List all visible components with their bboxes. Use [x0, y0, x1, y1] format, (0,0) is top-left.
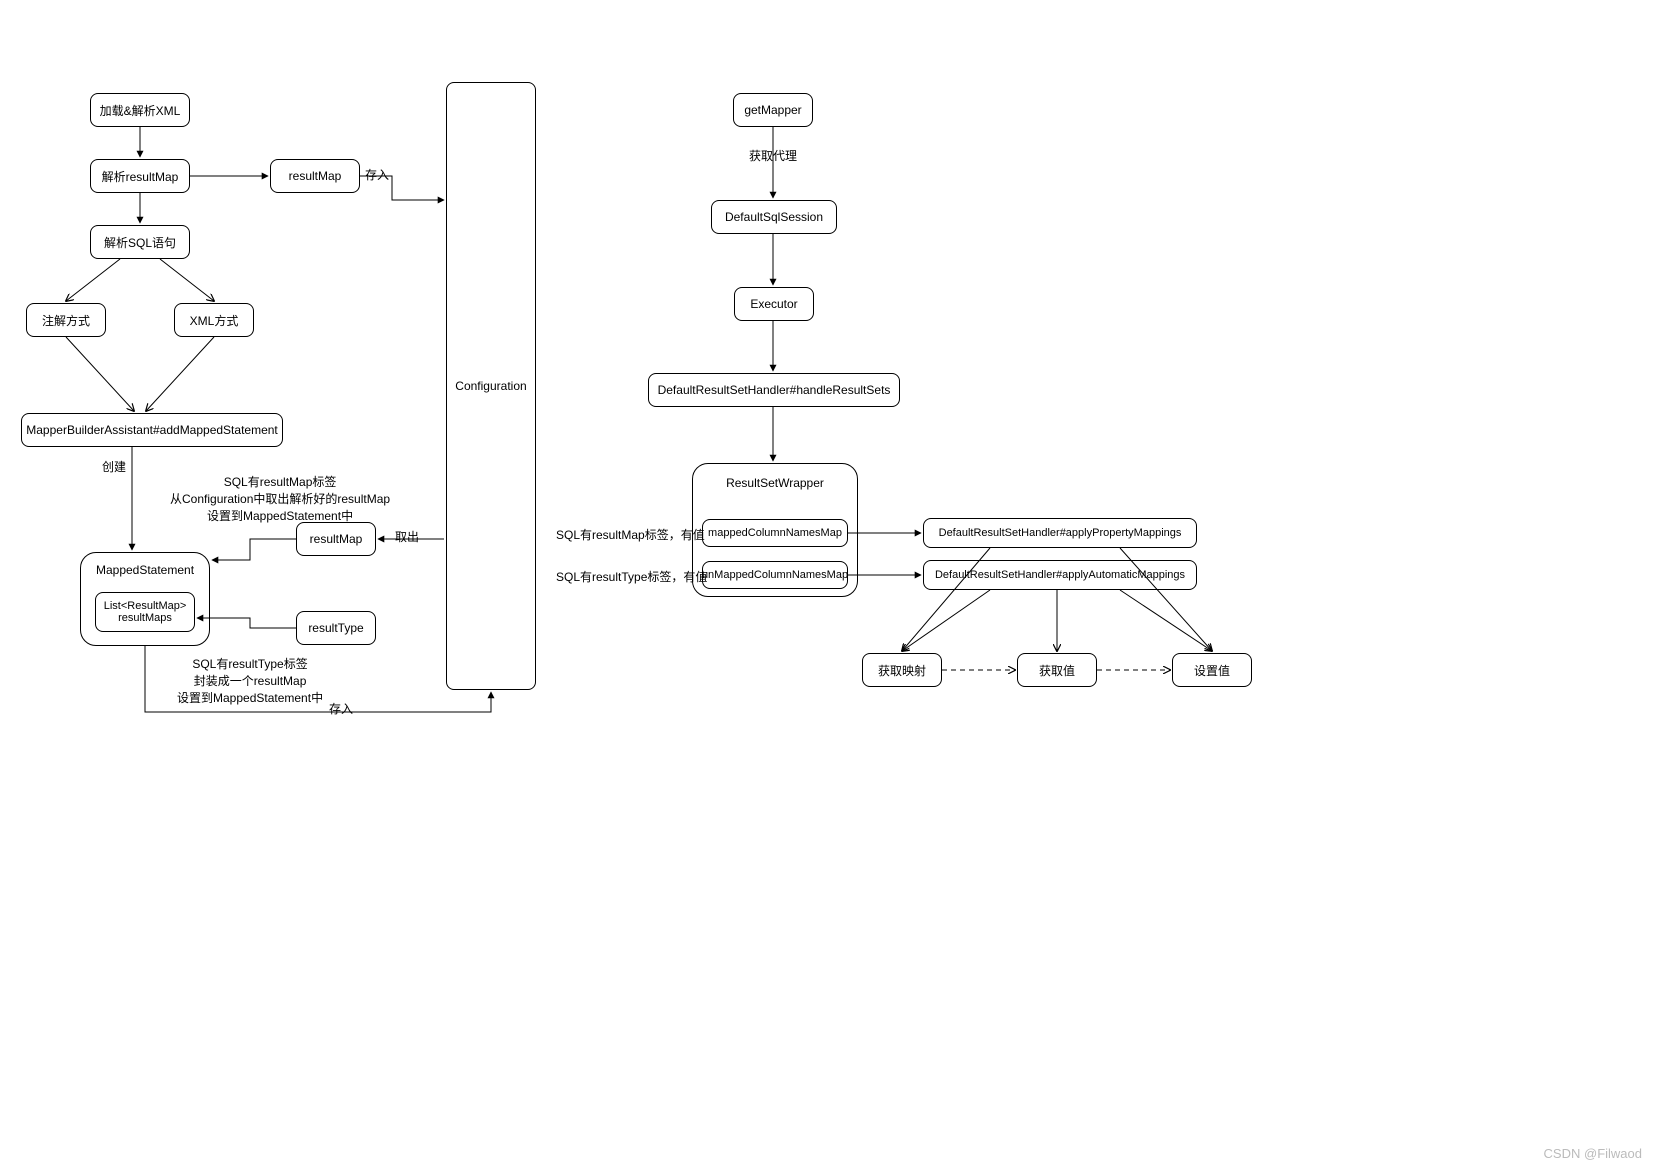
edge-label-has-resulttype: SQL有resultType标签，有值 [556, 568, 707, 585]
node-label: 注解方式 [42, 312, 90, 329]
node-label: XML方式 [190, 312, 239, 329]
node-mapped-cols: mappedColumnNamesMap [702, 519, 848, 547]
watermark: CSDN @Filwaod [1544, 1146, 1642, 1161]
edge-label-chuangjian: 创建 [102, 458, 126, 475]
node-label: 设置值 [1194, 662, 1230, 679]
node-parse-resultmap: 解析resultMap [90, 159, 190, 193]
node-resultmap-2: resultMap [296, 522, 376, 556]
edge-label-has-resultmap: SQL有resultMap标签，有值 [556, 526, 705, 543]
node-resultmap-1: resultMap [270, 159, 360, 193]
node-unmapped-cols: unMappedColumnNamesMap [702, 561, 848, 589]
node-list-resultmaps: List<ResultMap> resultMaps [95, 592, 195, 632]
node-apply-property: DefaultResultSetHandler#applyPropertyMap… [923, 518, 1197, 548]
node-label: Configuration [455, 379, 526, 393]
edge-label-cunru-2: 存入 [329, 700, 353, 717]
node-label: 解析resultMap [102, 168, 179, 185]
node-label: resultMap [310, 532, 363, 546]
node-label: Executor [750, 297, 797, 311]
edge-note-1: SQL有resultMap标签 从Configuration中取出解析好的res… [170, 473, 390, 524]
node-label: DefaultResultSetHandler#handleResultSets [658, 383, 891, 397]
node-parse-sql: 解析SQL语句 [90, 225, 190, 259]
node-label: MapperBuilderAssistant#addMappedStatemen… [26, 423, 277, 437]
edge-label-cunru-1: 存入 [365, 166, 389, 183]
node-label: resultMap [289, 169, 342, 183]
node-label: unMappedColumnNamesMap [702, 569, 848, 581]
node-label: DefaultResultSetHandler#applyPropertyMap… [939, 527, 1182, 539]
edge-label-proxy: 获取代理 [749, 147, 797, 164]
node-set-value: 设置值 [1172, 653, 1252, 687]
node-xml-mode: XML方式 [174, 303, 254, 337]
node-executor: Executor [734, 287, 814, 321]
node-add-mapped-statement: MapperBuilderAssistant#addMappedStatemen… [21, 413, 283, 447]
node-label: 解析SQL语句 [104, 234, 176, 251]
node-label: DefaultSqlSession [725, 210, 823, 224]
node-apply-automatic: DefaultResultSetHandler#applyAutomaticMa… [923, 560, 1197, 590]
node-get-value: 获取值 [1017, 653, 1097, 687]
node-label: resultType [308, 621, 363, 635]
node-label: List<ResultMap> resultMaps [104, 600, 187, 624]
node-handle-resultsets: DefaultResultSetHandler#handleResultSets [648, 373, 900, 407]
node-annotation: 注解方式 [26, 303, 106, 337]
node-label: getMapper [744, 103, 801, 117]
node-get-mapping: 获取映射 [862, 653, 942, 687]
node-label: MappedStatement [96, 563, 194, 577]
node-resulttype: resultType [296, 611, 376, 645]
node-label: 加载&解析XML [100, 102, 181, 119]
edge-note-2: SQL有resultType标签 封装成一个resultMap 设置到Mappe… [177, 655, 323, 706]
node-label: DefaultResultSetHandler#applyAutomaticMa… [935, 569, 1185, 581]
node-load-xml: 加载&解析XML [90, 93, 190, 127]
node-label: 获取值 [1039, 662, 1075, 679]
node-label: ResultSetWrapper [726, 476, 824, 490]
node-configuration: Configuration [446, 82, 536, 690]
node-label: 获取映射 [878, 662, 926, 679]
node-getmapper: getMapper [733, 93, 813, 127]
node-default-sqlsession: DefaultSqlSession [711, 200, 837, 234]
node-label: mappedColumnNamesMap [708, 527, 842, 539]
edge-label-quchu: 取出 [395, 528, 419, 545]
